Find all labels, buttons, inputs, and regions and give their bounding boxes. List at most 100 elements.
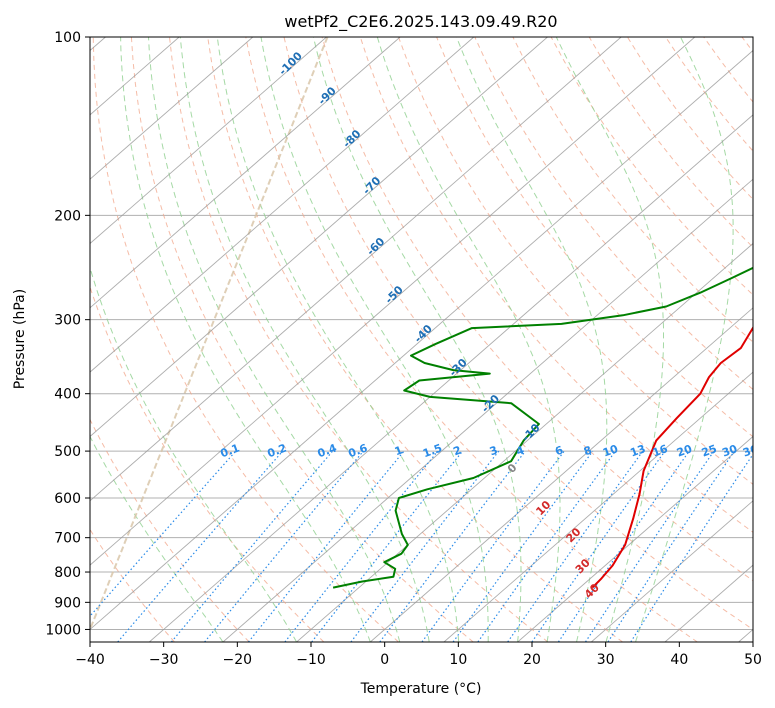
isotherm-line — [90, 37, 622, 502]
y-axis-title: Pressure (hPa) — [12, 289, 28, 389]
dry-adiabat-line — [169, 37, 549, 642]
mixing-ratio-label: 6 — [553, 443, 565, 458]
mixing-ratio-label: 0.6 — [347, 441, 370, 460]
plot-frame — [89, 36, 754, 643]
x-tick-label: 20 — [523, 652, 541, 668]
isotherm-label: -40 — [412, 322, 435, 345]
temperature-line — [591, 325, 753, 589]
isotherm-line — [90, 37, 327, 245]
y-tick-label: 400 — [54, 387, 81, 403]
mixing-ratio-line — [452, 450, 594, 642]
x-tick-label: 50 — [744, 652, 762, 668]
reference-curve — [90, 37, 329, 633]
isotherm-line — [90, 37, 475, 373]
dry-adiabat-line — [474, 37, 753, 391]
dewpoint-line — [332, 266, 753, 589]
y-tick-label: 500 — [54, 444, 81, 460]
moist-adiabat-line — [376, 37, 561, 642]
isotherm-line — [90, 37, 254, 180]
x-tick-label: 40 — [670, 652, 688, 668]
mixing-ratio-label: 0.4 — [316, 441, 339, 460]
isotherm-line — [90, 49, 753, 631]
isotherm-line — [664, 564, 753, 642]
isotherm-label: -90 — [316, 84, 339, 107]
moist-adiabat-label: 0 — [505, 461, 520, 476]
y-tick-label: 200 — [54, 208, 81, 224]
moist-adiabat-line — [260, 37, 489, 642]
moist-adiabat-line — [635, 37, 734, 642]
mixing-ratio-label: 3 — [488, 443, 500, 458]
dry-adiabat-line — [665, 37, 753, 152]
isotherm-line — [738, 628, 753, 642]
y-tick-label: 300 — [54, 313, 81, 329]
x-axis-title: Temperature (°C) — [360, 681, 482, 697]
isotherm-line — [90, 37, 696, 566]
y-tick-label: 100 — [54, 30, 81, 46]
moist-adiabat-line — [179, 37, 430, 642]
mixing-ratio-label: 4 — [514, 443, 526, 458]
isotherm-line — [296, 242, 753, 642]
mixing-ratio-label: 25 — [700, 442, 719, 459]
dry-adiabat-line — [90, 528, 175, 642]
mixing-ratio-line — [204, 450, 364, 642]
dry-adiabat-line — [90, 418, 250, 642]
x-tick-label: 30 — [597, 652, 615, 668]
dry-adiabat-line — [398, 37, 753, 485]
mixing-ratio-label: 8 — [582, 443, 594, 458]
line-labels: 0.1 0.2 0.4 0.6 1 1.5 2 3 4 6 8 10 13 16 20 25 30 36-100-… — [219, 49, 753, 601]
mixing-ratio-line — [311, 450, 464, 642]
mixing-ratio-label: 2 — [451, 443, 463, 458]
moist-adiabat-label: 40 — [582, 581, 602, 601]
mixing-ratio-line — [90, 450, 237, 618]
isotherm-line — [590, 500, 753, 642]
mixing-ratio-line — [247, 450, 405, 642]
mixing-ratio-label: 13 — [628, 442, 647, 459]
mixing-ratio-line — [284, 450, 439, 642]
moist-adiabat-line — [120, 37, 371, 642]
moist-adiabat-line — [216, 37, 460, 642]
isotherm-label: -100 — [276, 49, 305, 78]
x-tick-label: −10 — [296, 652, 326, 668]
y-tick-label: 600 — [54, 491, 81, 507]
isotherm-label: -20 — [479, 392, 502, 415]
chart-title: wetPf2_C2E6.2025.143.09.49.R20 — [284, 12, 557, 32]
moist-adiabat-label: 30 — [573, 556, 593, 576]
mixing-ratio-line — [531, 450, 666, 642]
moist-adiabat-line — [90, 265, 298, 642]
grid-layer — [90, 37, 753, 642]
y-tick-label: 800 — [54, 565, 81, 581]
mixing-ratio-line — [421, 450, 565, 642]
mixing-ratio-label: 30 — [720, 442, 739, 460]
mixing-ratio-label: 20 — [675, 442, 694, 460]
dry-adiabat-line — [321, 37, 753, 582]
y-tick-label: 1000 — [45, 622, 81, 638]
series-layer — [332, 266, 753, 589]
moist-adiabat-line — [555, 37, 664, 642]
mixing-ratio-line — [507, 450, 644, 642]
mixing-ratio-label: 1 — [393, 443, 405, 458]
mixing-ratio-line — [117, 450, 284, 642]
moist-adiabat-line — [90, 435, 224, 642]
x-tick-label: 0 — [380, 652, 389, 668]
dry-adiabat-line — [436, 37, 753, 438]
dry-adiabat-line — [550, 37, 753, 296]
axis-layer: −40 −30 −20 −10 0 10 20 30 40 5010009008007006005… — [45, 30, 762, 668]
mixing-ratio-label: 0.2 — [266, 441, 289, 460]
isotherm-line — [148, 114, 753, 642]
mixing-ratio-label: 0.1 — [219, 441, 242, 460]
moist-adiabat-line — [456, 37, 608, 642]
isotherm-line — [90, 37, 548, 438]
mixing-ratio-line — [584, 450, 715, 642]
isotherm-line — [222, 178, 753, 642]
isotherm-line — [517, 435, 753, 642]
mixing-ratio-label: 1.5 — [421, 441, 444, 460]
y-tick-label: 700 — [54, 531, 81, 547]
mixing-ratio-line — [607, 450, 735, 642]
dry-adiabat-line — [283, 37, 753, 631]
mixing-ratio-line — [477, 450, 616, 642]
isotherm-line — [443, 371, 753, 642]
dry-adiabat-line — [130, 37, 474, 642]
mixing-ratio-line — [170, 450, 334, 642]
